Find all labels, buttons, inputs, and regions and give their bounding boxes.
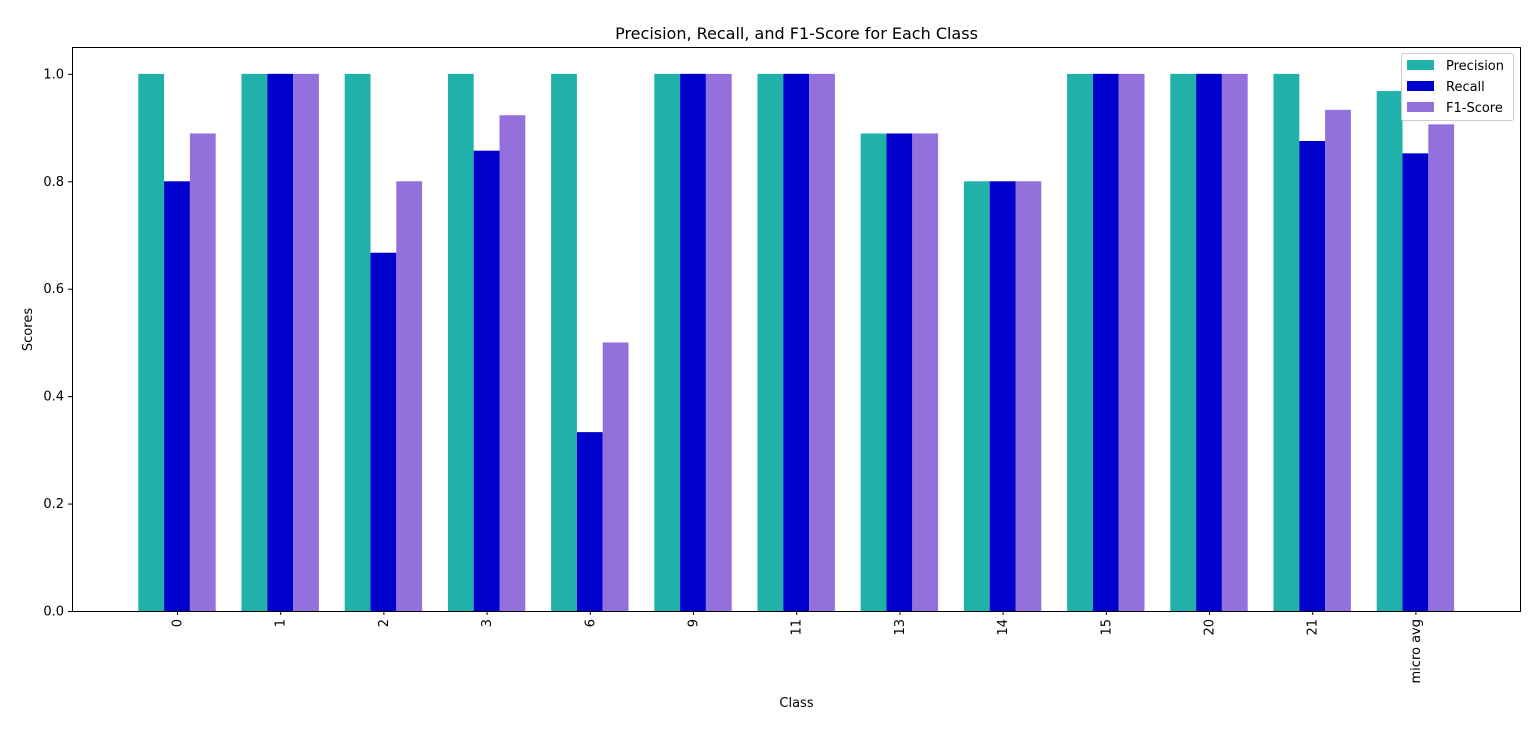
bar-precision-9	[654, 73, 681, 612]
bar-f1-score-11	[809, 73, 835, 612]
x-axis: 0 1 2 3 6 9 11 13 14 15 20 21 micro avg	[171, 611, 1424, 683]
x-tick-label: 3	[480, 619, 495, 627]
y-tick-label: 0.8	[43, 175, 64, 190]
bar-f1-score-21	[1325, 109, 1351, 611]
x-tick-label: micro avg	[1409, 619, 1424, 683]
bar-precision-11	[757, 73, 784, 612]
bar-f1-score-1	[293, 73, 319, 612]
bar-precision-15	[1067, 73, 1093, 612]
legend: Precision Recall F1-Score	[1401, 53, 1514, 121]
bar-recall-14	[989, 181, 1016, 612]
legend-label: Precision	[1446, 59, 1504, 74]
bar-f1-score-0	[189, 133, 216, 612]
bars-group	[138, 73, 1455, 612]
bar-precision-1	[241, 73, 268, 612]
bar-recall-0	[164, 181, 190, 612]
x-tick-label: 15	[1099, 619, 1114, 636]
x-tick-label: 1	[274, 619, 289, 627]
x-tick-label: 9	[687, 619, 702, 627]
bar-precision-13	[860, 133, 887, 612]
bar-f1-score-3	[499, 115, 526, 611]
bar-recall-micro-avg	[1402, 153, 1429, 611]
y-axis: 0.0 0.2 0.4 0.6 0.8 1.0	[43, 67, 72, 620]
bar-precision-20	[1170, 73, 1197, 612]
x-axis-label: Class	[779, 696, 813, 711]
bar-recall-3	[473, 150, 500, 612]
bar-f1-score-6	[602, 342, 629, 611]
legend-label: F1-Score	[1446, 101, 1503, 116]
bar-recall-15	[1092, 73, 1119, 612]
bar-recall-6	[576, 432, 603, 611]
x-tick-label: 2	[377, 619, 392, 627]
y-tick-label: 0.0	[43, 605, 64, 620]
bar-f1-score-13	[912, 133, 939, 612]
bar-recall-9	[680, 73, 706, 612]
bar-f1-score-15	[1118, 73, 1145, 612]
legend-swatch-f1-score	[1407, 102, 1434, 112]
bar-f1-score-20	[1221, 73, 1248, 612]
bar-recall-11	[783, 73, 810, 612]
x-tick-label: 11	[790, 619, 805, 636]
bar-precision-3	[447, 73, 474, 612]
bar-f1-score-micro-avg	[1428, 124, 1455, 611]
bar-recall-2	[370, 252, 397, 612]
y-tick-label: 0.2	[43, 497, 64, 512]
legend-label: Recall	[1446, 80, 1485, 95]
chart-title: Precision, Recall, and F1-Score for Each…	[615, 24, 978, 43]
x-tick-label: 13	[893, 619, 908, 636]
y-tick-label: 1.0	[43, 67, 64, 82]
bar-recall-20	[1196, 73, 1222, 612]
x-tick-label: 21	[1306, 619, 1321, 636]
bar-f1-score-14	[1015, 181, 1042, 612]
bar-precision-21	[1273, 73, 1300, 612]
bar-f1-score-2	[396, 181, 423, 612]
bar-recall-1	[267, 73, 294, 612]
bar-precision-0	[138, 73, 165, 612]
x-tick-label: 0	[171, 619, 186, 627]
bar-precision-6	[551, 73, 577, 612]
bar-precision-micro-avg	[1376, 91, 1403, 612]
y-axis-label: Scores	[21, 308, 36, 351]
bar-precision-2	[344, 73, 371, 612]
y-tick-label: 0.6	[43, 282, 64, 297]
bar-recall-13	[886, 133, 913, 612]
x-tick-label: 14	[996, 619, 1011, 636]
x-tick-label: 20	[1203, 619, 1218, 636]
legend-swatch-precision	[1407, 60, 1434, 70]
x-tick-label: 6	[583, 619, 598, 627]
y-tick-label: 0.4	[43, 390, 64, 405]
legend-swatch-recall	[1407, 81, 1434, 91]
bar-precision-14	[963, 181, 990, 612]
bar-recall-21	[1299, 141, 1326, 611]
bar-f1-score-9	[705, 73, 732, 612]
